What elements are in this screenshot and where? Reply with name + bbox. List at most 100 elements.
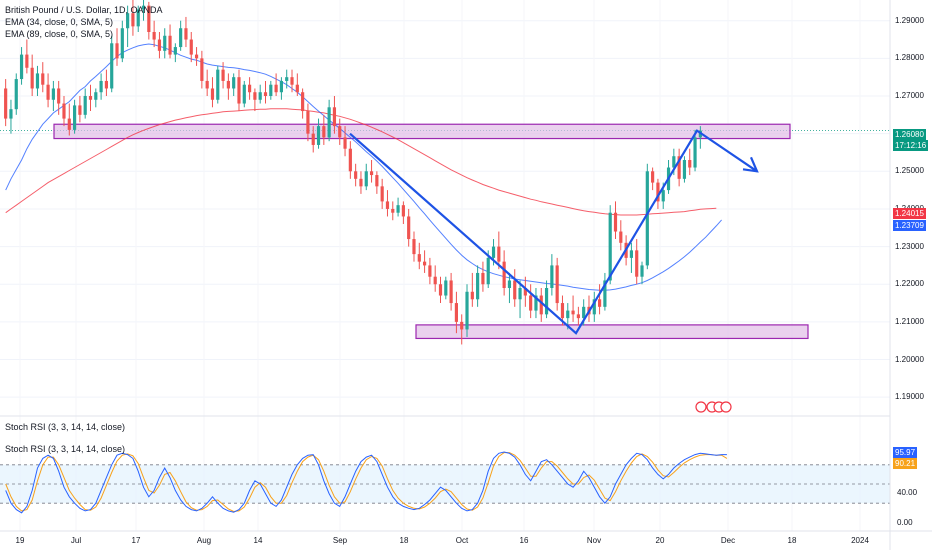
candle-body [571,310,575,315]
candle-body [688,160,692,168]
candle-body [672,156,676,168]
candle-body [592,299,596,315]
candle-body [651,171,655,183]
candle-body [248,84,252,93]
candle-body [73,105,77,130]
candle-body [635,250,639,277]
candle-body [433,276,437,285]
candle-body [14,79,18,110]
candle-body [210,88,215,100]
candle-body [348,148,352,172]
candle-body [507,280,512,288]
ema34-legend[interactable]: EMA (34, close, 0, SMA, 5) [5,17,114,27]
candle-body [380,186,384,202]
candle-body [364,171,368,187]
candle-body [157,39,162,51]
candle-body [354,171,358,179]
candle-body [555,265,559,304]
candle-body [83,96,87,115]
time-tick-label: Jul [70,536,82,545]
candle-body [444,280,448,296]
candle-body [274,84,278,93]
candle-body [263,92,268,96]
candle-body [677,156,681,179]
candle-body [258,92,262,100]
candle-body [115,43,119,59]
candle-body [693,137,697,168]
candle-body [88,96,93,100]
trend-drawing[interactable] [349,129,758,335]
candle-body [51,88,55,100]
candle-body [226,80,230,89]
stoch-k-line [5,451,727,514]
candle-body [391,208,395,213]
candles [4,0,702,345]
candle-body [560,303,565,319]
candle-body [104,80,108,89]
candle-body [518,288,522,300]
zones [53,123,809,340]
candle-body [179,28,183,48]
candle-body [301,92,305,112]
support-zone[interactable] [415,324,809,340]
candle-body [141,5,146,10]
price-tick-label: 1.28000 [895,53,924,63]
candle-body [163,35,167,51]
candle-body [613,212,618,232]
candle-body [369,171,374,176]
candle-body [237,77,241,104]
flag-icon-4[interactable] [720,401,732,413]
candle-body [550,265,554,288]
candle-body [343,137,347,149]
ema89-line [5,108,717,216]
candle-body [295,84,299,93]
candle-body [465,291,469,330]
time-tick-label: 20 [655,536,665,545]
candle-body [147,5,151,33]
event-flags[interactable] [695,401,732,413]
candle-body [216,69,220,100]
drawing-lines[interactable] [349,129,759,335]
candle-body [539,295,543,315]
candle-body [126,13,130,29]
candle-body [242,84,246,104]
candle-body [306,111,310,134]
candle-body [338,126,342,138]
candle-body [269,84,273,96]
candle-body [449,280,453,304]
candle-body [78,105,82,115]
candle-body [544,288,549,315]
time-tick-label: Aug [196,536,212,545]
candle-body [438,284,443,296]
candle-body [534,295,538,311]
candle-body [497,246,501,262]
candle-body [375,175,379,187]
candle-body [523,288,527,296]
ema89-legend[interactable]: EMA (89, close, 0, SMA, 5) [5,29,114,39]
candle-body [491,246,496,258]
candle-body [332,107,337,127]
candle-body [62,103,66,119]
candle-body [603,280,607,307]
candle-body [327,107,331,138]
stoch-tick-0: 0.00 [897,518,913,527]
stoch-legend-pane[interactable]: Stoch RSI (3, 3, 14, 14, close) [5,422,126,432]
candle-body [9,109,13,119]
flag-icon-1[interactable] [695,401,707,413]
candle-body [290,77,294,85]
candle-body [194,54,199,59]
resistance-zone[interactable] [53,123,791,140]
time-tick-label: Nov [586,536,602,545]
time-tick-label: 16 [519,536,529,545]
candle-body [46,84,50,100]
arrow-head-icon[interactable] [742,156,759,173]
countdown-tag: 17:12:16 [893,140,929,151]
stoch-legend-inner[interactable]: Stoch RSI (3, 3, 14, 14, close) [5,444,126,454]
time-tick-label: 2024 [851,536,869,545]
candle-body [232,77,236,89]
candle-body [152,32,156,40]
candle-body [661,190,665,202]
symbol-title[interactable]: British Pound / U.S. Dollar, 1D, OANDA [5,5,163,15]
